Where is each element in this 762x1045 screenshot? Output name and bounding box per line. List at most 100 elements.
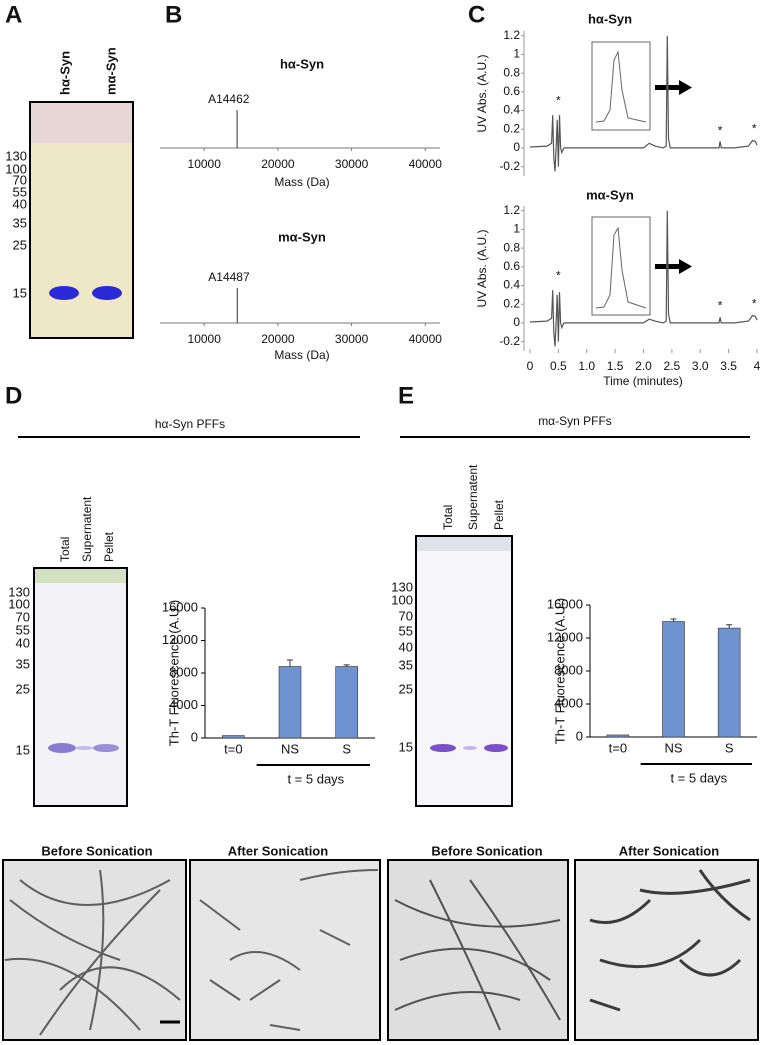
- marker-label: 35: [16, 656, 30, 671]
- y-tick-label: 0.8: [503, 65, 520, 79]
- lane-label: Supernatent: [466, 464, 480, 530]
- gel-band: [48, 743, 76, 753]
- bar: [662, 621, 685, 738]
- image-title: Before Sonication: [41, 843, 152, 858]
- marker-label: 40: [16, 635, 30, 650]
- lane-label: Total: [58, 537, 72, 562]
- x-tick-label: 40000: [409, 332, 443, 346]
- y-tick-label: 1: [513, 222, 520, 236]
- annotation: *: [556, 93, 561, 107]
- trace: [529, 210, 758, 347]
- marker-label: 55: [13, 184, 27, 199]
- marker-label: 55: [16, 622, 30, 637]
- marker-label: 70: [399, 608, 413, 623]
- panel-title: mα-Syn PFFs: [538, 414, 612, 428]
- gel-band: [484, 744, 508, 752]
- gel-band: [92, 286, 122, 300]
- lane-label: mα-Syn: [103, 47, 118, 95]
- x-axis-label: Time (minutes): [603, 374, 683, 388]
- marker-label: 100: [8, 596, 30, 611]
- annotation: *: [718, 298, 723, 312]
- y-axis-label: Th-T Fluorescence (A.U.): [166, 600, 181, 746]
- marker-label: 100: [5, 161, 27, 176]
- gel-band: [75, 746, 93, 750]
- y-axis-label: UV Abs. (A.U.): [475, 54, 489, 132]
- marker-label: 15: [13, 285, 27, 300]
- x-tick-label: 20000: [261, 332, 295, 346]
- annotation: t = 5 days: [287, 771, 344, 786]
- x-tick-label: 0: [527, 359, 534, 373]
- x-tick-label: 1.0: [578, 359, 595, 373]
- y-tick-label: 0: [191, 729, 198, 744]
- x-tick-label: 2.0: [635, 359, 652, 373]
- y-tick-label: 1.2: [503, 28, 520, 42]
- lane-label: Pellet: [102, 531, 116, 562]
- y-tick-label: 0.2: [503, 121, 520, 135]
- marker-label: 40: [13, 196, 27, 211]
- y-tick-label: 8000: [554, 662, 583, 677]
- annotation: t = 5 days: [670, 770, 727, 785]
- y-tick-label: 0.4: [503, 278, 520, 292]
- x-tick-label: 30000: [335, 157, 369, 171]
- x-tick-label: t=0: [609, 740, 627, 755]
- image-title: After Sonication: [619, 843, 719, 858]
- marker-label: 70: [16, 609, 30, 624]
- y-tick-label: 0.6: [503, 259, 520, 273]
- annotation: *: [752, 296, 757, 310]
- error-bar: [726, 624, 733, 629]
- x-tick-label: NS: [664, 740, 682, 755]
- x-tick-label: S: [342, 741, 351, 756]
- x-tick-label: 10000: [188, 332, 222, 346]
- gel-band: [463, 746, 477, 750]
- em-image: [2, 859, 759, 1041]
- gel-well: [35, 569, 126, 583]
- x-tick-label: 1.5: [607, 359, 624, 373]
- y-tick-label: 16000: [162, 599, 198, 614]
- chart-title: mα-Syn: [586, 187, 634, 202]
- gel-band: [430, 744, 456, 752]
- marker-label: 35: [13, 215, 27, 230]
- marker-label: 25: [399, 681, 413, 696]
- image-title: Before Sonication: [431, 843, 542, 858]
- y-tick-label: 0: [513, 140, 520, 154]
- y-axis-label: UV Abs. (A.U.): [475, 229, 489, 307]
- error-bar: [343, 664, 350, 667]
- y-tick-label: -0.2: [499, 334, 520, 348]
- image-title: After Sonication: [228, 843, 328, 858]
- annotation: *: [752, 121, 757, 135]
- panel-label: D: [5, 382, 22, 409]
- x-tick-label: S: [725, 740, 734, 755]
- y-tick-label: 0.6: [503, 84, 520, 98]
- x-tick-label: 2.5: [664, 359, 681, 373]
- error-bar: [670, 618, 677, 622]
- lane-label: Supernatent: [80, 496, 94, 562]
- y-tick-label: 8000: [169, 664, 198, 679]
- panel-label: A: [5, 1, 22, 28]
- marker-label: 25: [13, 237, 27, 252]
- gel: [33, 567, 128, 807]
- y-tick-label: 12000: [547, 629, 583, 644]
- y-tick-label: 0: [576, 728, 583, 743]
- y-tick-label: 0: [513, 315, 520, 329]
- bar: [278, 666, 302, 739]
- gel-band: [93, 744, 119, 752]
- marker-label: 100: [391, 592, 413, 607]
- bar: [606, 734, 630, 738]
- y-tick-label: 1.2: [503, 203, 520, 217]
- panel-label: C: [468, 1, 485, 28]
- marker-label: 70: [13, 172, 27, 187]
- gel-well: [31, 103, 132, 143]
- bar: [222, 735, 245, 739]
- annotation: *: [556, 268, 561, 282]
- chart-title: hα-Syn: [280, 56, 324, 71]
- panel-label: E: [398, 382, 414, 409]
- marker-label: 15: [16, 742, 30, 757]
- y-tick-label: -0.2: [499, 159, 520, 173]
- x-tick-label: 40000: [409, 157, 443, 171]
- x-tick-label: NS: [281, 741, 299, 756]
- marker-label: 130: [391, 579, 413, 594]
- y-tick-label: 4000: [169, 697, 198, 712]
- inset: [591, 41, 651, 316]
- annotation: *: [718, 123, 723, 137]
